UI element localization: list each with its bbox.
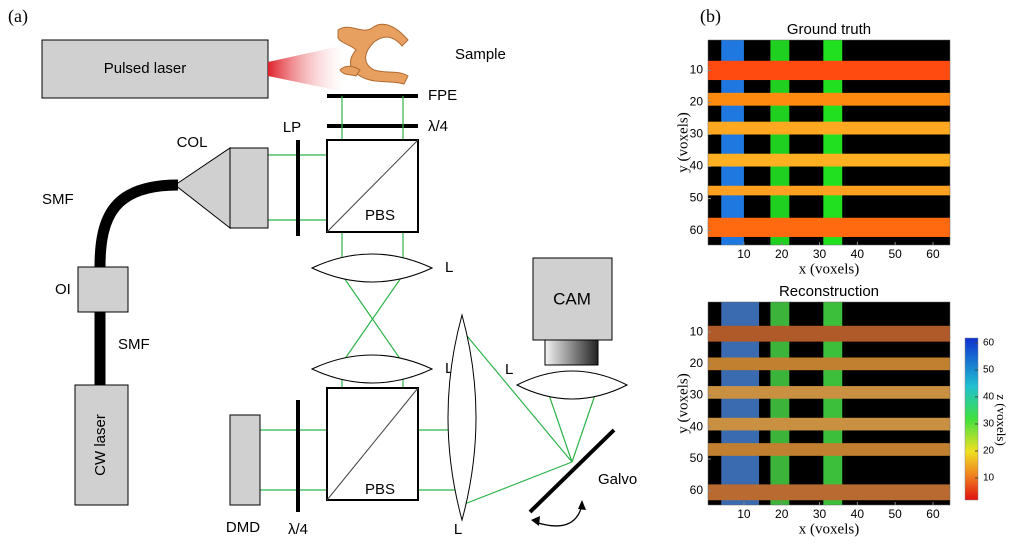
x-tick-label: 10	[737, 247, 751, 261]
y-tick-label: 50	[690, 451, 704, 465]
label: L	[454, 521, 462, 538]
x-tick-label: 20	[775, 507, 789, 521]
colorbar-tick-label: 60	[983, 338, 995, 349]
y-tick-label: 10	[690, 63, 704, 77]
panel-a: (a) Pulsed laser Sample FPE λ/4 PBS LP C…	[8, 6, 637, 538]
lens	[448, 315, 476, 520]
vessel	[708, 186, 950, 196]
y-tick-label: 30	[690, 388, 704, 402]
plot-title: Ground truth	[787, 21, 871, 38]
vessel	[708, 386, 950, 399]
lens	[312, 355, 432, 383]
plot-title: Reconstruction	[779, 283, 879, 300]
vessel	[708, 122, 950, 135]
label: Pulsed laser	[104, 60, 187, 77]
y-tick-label: 60	[690, 483, 704, 497]
beam	[268, 45, 345, 92]
vessel	[708, 358, 950, 371]
x-tick-label: 60	[926, 247, 940, 261]
fiber	[100, 185, 178, 267]
arrow-head	[531, 516, 540, 526]
vessel	[708, 418, 950, 431]
label: SMF	[118, 336, 150, 353]
label: LP	[283, 119, 301, 136]
y-tick-label: 20	[690, 95, 704, 109]
x-axis-label: x (voxels)	[799, 261, 859, 277]
label: COL	[177, 134, 208, 151]
x-axis-label: x (voxels)	[799, 521, 859, 537]
lens	[517, 371, 627, 399]
colorbar-tick-label: 40	[983, 392, 995, 403]
label: OI	[55, 281, 71, 298]
label: L	[505, 361, 513, 378]
vessel	[708, 326, 950, 342]
isolator	[78, 267, 128, 312]
camera-lens	[545, 340, 598, 365]
label: PBS	[365, 481, 395, 498]
label: λ/4	[288, 521, 308, 538]
x-tick-label: 60	[926, 507, 940, 521]
label: λ/4	[428, 118, 448, 135]
x-tick-label: 50	[888, 247, 902, 261]
vessel	[708, 154, 950, 167]
sample-shape	[338, 24, 408, 84]
label: FPE	[428, 87, 457, 104]
y-tick-label: 60	[690, 223, 704, 237]
panel-label: (b)	[700, 6, 721, 27]
vessel	[708, 61, 950, 80]
label: Galvo	[598, 471, 637, 488]
colorbar	[965, 338, 978, 500]
x-tick-label: 50	[888, 507, 902, 521]
label: Sample	[455, 46, 506, 63]
figure: (a) Pulsed laser Sample FPE λ/4 PBS LP C…	[0, 0, 1013, 545]
image	[708, 40, 950, 245]
panel-label: (a)	[8, 6, 28, 27]
label: CAM	[553, 289, 591, 308]
label: CW laser	[92, 414, 109, 476]
label: DMD	[226, 519, 260, 536]
arrow-head	[578, 500, 586, 510]
collimator	[230, 148, 268, 228]
y-tick-label: 40	[690, 419, 704, 433]
dmd	[230, 415, 260, 505]
vessel	[708, 484, 950, 500]
lens	[312, 254, 432, 282]
x-tick-label: 40	[851, 507, 865, 521]
x-tick-label: 10	[737, 507, 751, 521]
x-tick-label: 30	[813, 507, 827, 521]
vessel	[708, 93, 950, 106]
y-tick-label: 10	[690, 324, 704, 338]
x-tick-label: 20	[775, 247, 789, 261]
vessel	[708, 443, 950, 456]
rotation-arrow	[535, 505, 582, 526]
y-tick-label: 40	[690, 159, 704, 173]
x-tick-label: 40	[851, 247, 865, 261]
colorbar-label: z (voxels)	[994, 394, 1009, 446]
x-tick-label: 30	[813, 247, 827, 261]
image	[708, 302, 950, 505]
label: PBS	[365, 207, 395, 224]
y-tick-label: 30	[690, 127, 704, 141]
colorbar-tick-label: 50	[983, 365, 995, 376]
vessel	[708, 218, 950, 237]
label: L	[445, 259, 453, 276]
colorbar-tick-label: 30	[983, 419, 995, 430]
collimator-cone	[175, 148, 230, 228]
y-tick-label: 50	[690, 191, 704, 205]
colorbar-tick-label: 10	[983, 473, 995, 484]
y-tick-label: 20	[690, 356, 704, 370]
label: SMF	[42, 191, 74, 208]
colorbar-tick-label: 20	[983, 446, 995, 457]
